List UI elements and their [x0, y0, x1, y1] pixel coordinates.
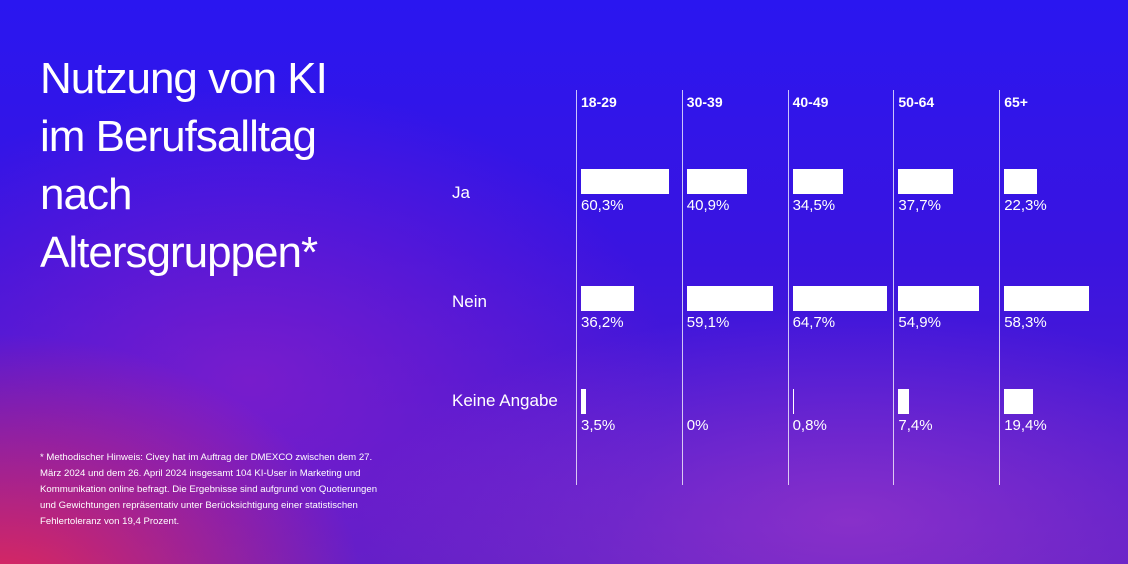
chart-title: Nutzung von KI im Berufsalltag nach Alte…: [40, 54, 328, 277]
value-label: 0%: [686, 417, 709, 434]
bar: [1004, 169, 1037, 194]
bar: [581, 286, 634, 311]
column-divider: [681, 90, 683, 485]
value-label: 22,3%: [1004, 197, 1047, 214]
column-divider: [576, 90, 577, 485]
column-divider: [999, 90, 1001, 485]
bar: [792, 389, 794, 414]
bar: [1004, 389, 1033, 414]
value-label: 60,3%: [581, 197, 624, 214]
value-label: 36,2%: [581, 314, 624, 331]
column-header: 30-39: [686, 94, 723, 110]
bar: [581, 169, 670, 194]
value-label: 3,5%: [581, 417, 616, 434]
bar: [898, 169, 954, 194]
value-label: 37,7%: [898, 197, 941, 214]
bar: [686, 286, 774, 311]
column-header: 40-49: [792, 94, 829, 110]
bar: [1004, 286, 1090, 311]
bar: [898, 286, 979, 311]
value-label: 58,3%: [1004, 314, 1047, 331]
column-header: 65+: [1004, 94, 1028, 110]
footnote: * Methodischer Hinweis: Civey hat im Auf…: [40, 452, 378, 527]
value-label: 59,1%: [686, 314, 730, 331]
column-divider: [893, 90, 895, 485]
value-label: 54,9%: [898, 314, 941, 331]
bar: [792, 286, 888, 311]
value-label: 19,4%: [1004, 417, 1047, 434]
value-label: 64,7%: [792, 314, 836, 331]
column-header: 18-29: [581, 94, 617, 110]
bar: [686, 169, 747, 194]
bar: [898, 389, 910, 414]
row-label: Keine Angabe: [452, 391, 558, 410]
column-divider: [787, 90, 789, 485]
value-label: 0,8%: [792, 417, 827, 434]
row-label: Nein: [452, 292, 487, 311]
row-label: Ja: [452, 183, 470, 202]
bar: [792, 169, 843, 194]
value-label: 40,9%: [686, 197, 730, 214]
column-header: 50-64: [898, 94, 935, 110]
value-label: 34,5%: [792, 197, 836, 214]
bar: [581, 389, 587, 414]
value-label: 7,4%: [898, 417, 933, 434]
